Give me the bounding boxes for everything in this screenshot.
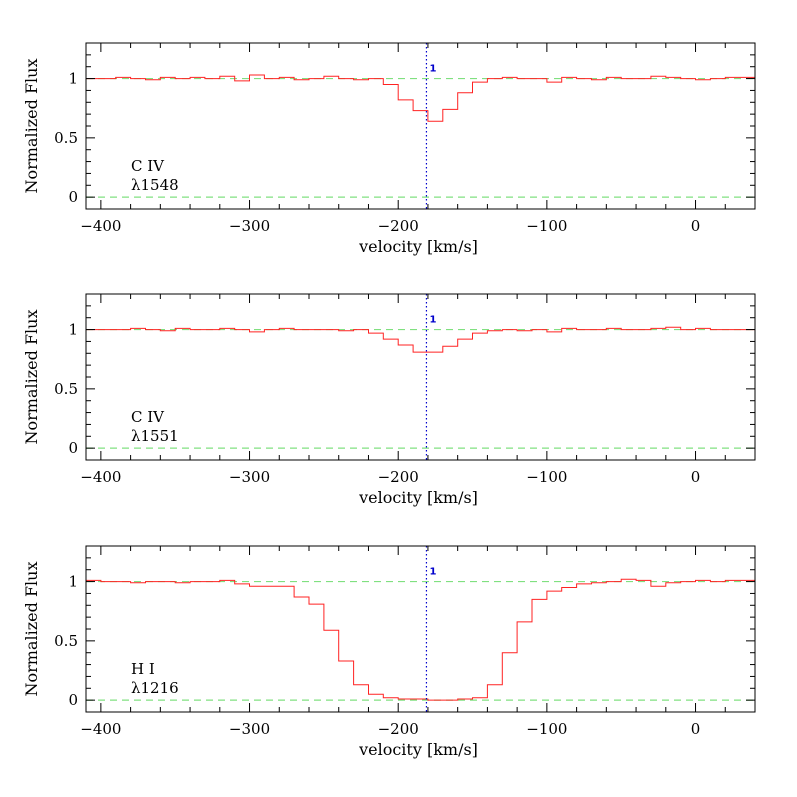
- x-axis-label: velocity [km/s]: [358, 488, 478, 507]
- panel-2: 1 −400 −300 −200 −100 0 0 0.5 1 velocity [km/s] No…: [22, 293, 756, 507]
- x-axis-label: velocity [km/s]: [358, 237, 478, 256]
- y-tick-label: 1: [68, 321, 78, 339]
- component-label: 1: [429, 314, 436, 325]
- y-axis-label: Normalized Flux: [22, 59, 41, 194]
- ion-label: H I: [131, 660, 155, 678]
- x-tick-label: −400: [80, 217, 121, 235]
- x-tick-label: −100: [526, 468, 567, 486]
- x-tick-label: 0: [691, 720, 701, 738]
- x-tick-label: −100: [526, 720, 567, 738]
- transition-label: λ1216: [131, 679, 179, 697]
- x-tick-label: 0: [691, 217, 701, 235]
- plot-frame: [85, 42, 756, 210]
- flux-series: [86, 326, 755, 353]
- y-axis-label: Normalized Flux: [22, 562, 41, 697]
- ion-label: C IV: [131, 157, 165, 175]
- panel-1: 1 −400 −300 −200 −100 0 0 0.5 1 velocity [km/s] No…: [22, 42, 756, 256]
- x-tick-label: −300: [229, 468, 270, 486]
- component-label: 1: [429, 566, 436, 577]
- y-tick-label: 0: [68, 691, 78, 709]
- component-label: 1: [429, 63, 436, 74]
- y-tick-label: 0: [68, 439, 78, 457]
- plot-frame: [85, 545, 756, 713]
- y-tick-label: 0.5: [54, 380, 78, 398]
- x-tick-label: −300: [229, 217, 270, 235]
- transition-label: λ1551: [131, 427, 179, 445]
- ion-label: C IV: [131, 408, 165, 426]
- y-tick-label: 0.5: [54, 129, 78, 147]
- x-tick-label: −400: [80, 720, 121, 738]
- y-tick-label: 0.5: [54, 632, 78, 650]
- y-tick-label: 1: [68, 70, 78, 88]
- x-tick-label: −300: [229, 720, 270, 738]
- flux-series: [86, 74, 755, 122]
- y-tick-label: 0: [68, 188, 78, 206]
- x-tick-label: −200: [378, 720, 419, 738]
- flux-series: [86, 578, 755, 701]
- y-tick-label: 1: [68, 573, 78, 591]
- panel-3: 1 −400 −300 −200 −100 0 0 0.5 1 velocity [km/s] No…: [22, 545, 756, 759]
- x-tick-label: −100: [526, 217, 567, 235]
- x-tick-label: 0: [691, 468, 701, 486]
- plot-frame: [85, 293, 756, 461]
- x-axis-label: velocity [km/s]: [358, 740, 478, 759]
- x-tick-label: −200: [378, 217, 419, 235]
- transition-label: λ1548: [131, 176, 179, 194]
- y-axis-label: Normalized Flux: [22, 310, 41, 445]
- x-tick-label: −200: [378, 468, 419, 486]
- x-tick-label: −400: [80, 468, 121, 486]
